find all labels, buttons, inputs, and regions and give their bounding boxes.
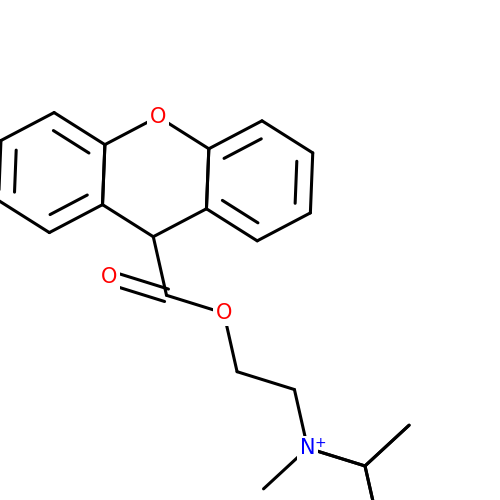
Text: O: O (101, 268, 117, 287)
Text: O: O (216, 303, 232, 323)
Text: +: + (314, 436, 326, 450)
Text: O: O (150, 106, 166, 126)
Text: N: N (300, 438, 316, 458)
